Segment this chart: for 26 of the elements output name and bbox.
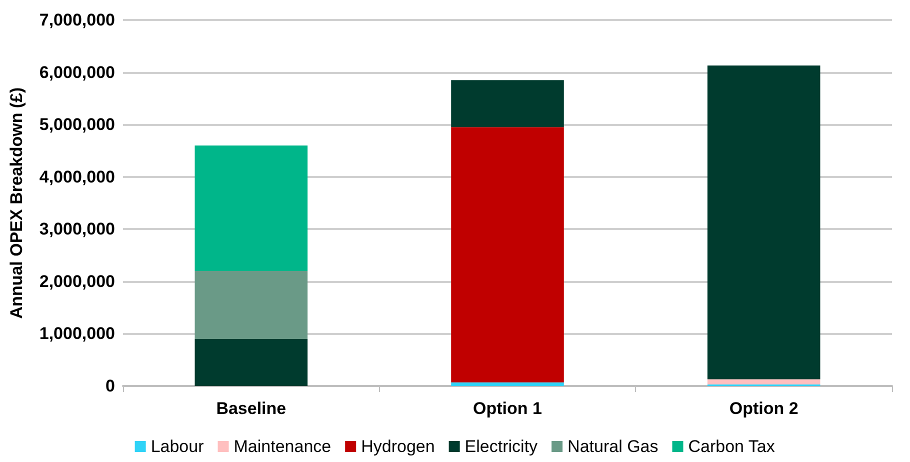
legend-label: Labour <box>150 437 204 456</box>
y-tick-label: 4,000,000 <box>39 167 115 186</box>
y-tick-label: 7,000,000 <box>39 10 115 30</box>
bar <box>194 270 308 339</box>
x-tick-label: Baseline <box>216 399 286 418</box>
legend-label: Electricity <box>464 437 538 456</box>
y-tick-label: 1,000,000 <box>39 324 115 344</box>
x-tick-label: Option 2 <box>729 399 798 418</box>
legend-label: Natural Gas <box>568 437 658 456</box>
bar <box>194 145 308 271</box>
y-tick-label: 5,000,000 <box>39 115 115 134</box>
legend-label: Hydrogen <box>361 437 435 456</box>
y-axis-title: Annual OPEX Breakdown (£) <box>7 87 26 319</box>
bar <box>707 379 820 384</box>
bar <box>451 382 564 386</box>
y-tick-label: 2,000,000 <box>39 272 115 291</box>
y-tick-label: 0 <box>106 376 115 396</box>
bar <box>194 338 308 386</box>
legend-label: Carbon Tax <box>688 437 776 456</box>
y-tick-label: 3,000,000 <box>39 220 115 239</box>
bar <box>451 80 564 128</box>
bar <box>707 65 820 380</box>
legend-label: Maintenance <box>234 437 332 456</box>
x-tick-label: Option 1 <box>473 399 542 418</box>
y-tick-label: 6,000,000 <box>39 62 115 82</box>
bar <box>451 127 564 382</box>
